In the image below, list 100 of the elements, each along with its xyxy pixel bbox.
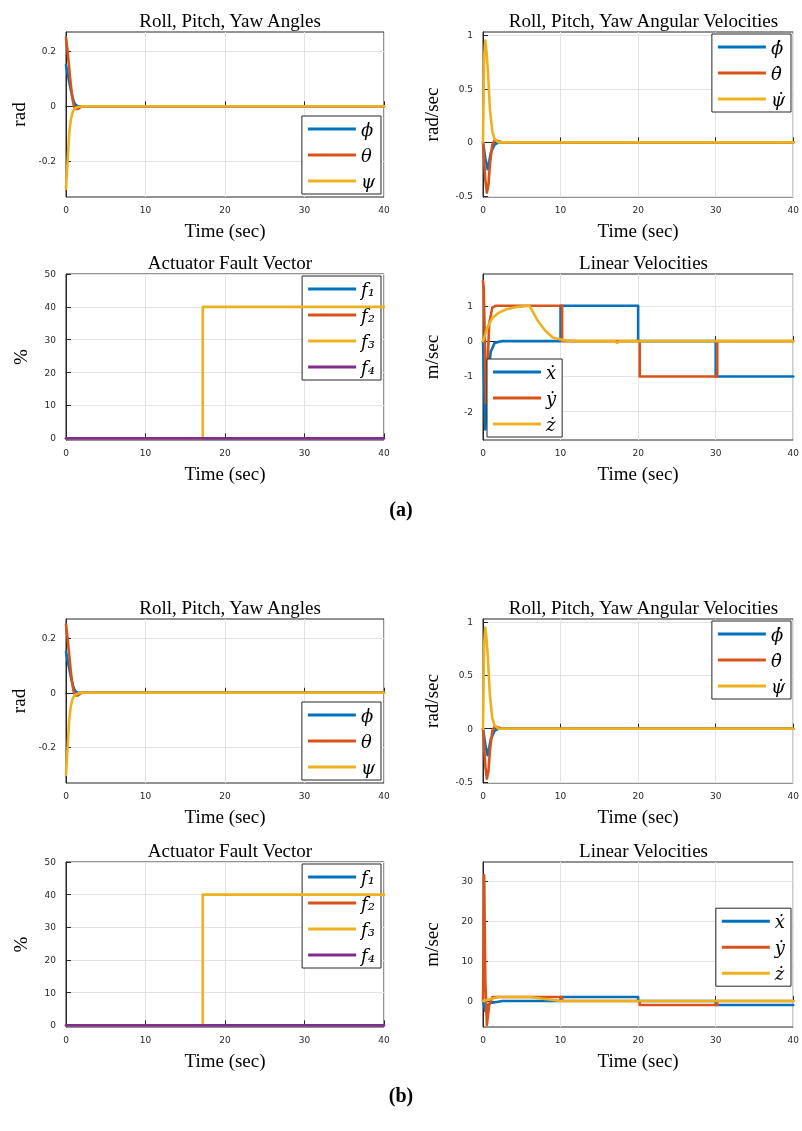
x-axis-title: Time (sec)	[184, 463, 266, 485]
x-tick-label: 30	[709, 1034, 722, 1045]
y-tick-label: -0.5	[455, 776, 473, 787]
x-tick-label: 40	[787, 790, 800, 801]
y-tick-label: 1	[467, 30, 473, 41]
legend-label: ψ̇	[770, 88, 786, 110]
y-tick-label: 50	[44, 269, 57, 279]
y-tick-label: 0	[50, 687, 57, 698]
x-tick-label: 30	[709, 790, 722, 801]
legend-label: θ̇	[770, 649, 782, 671]
y-tick-label: 0	[467, 336, 474, 347]
legend-label: f₄	[359, 944, 376, 966]
x-tick-label: 10	[139, 790, 152, 801]
x-axis-title: Time (sec)	[184, 1050, 266, 1072]
x-tick-label: 10	[554, 790, 567, 801]
y-tick-label: -0.5	[455, 190, 473, 201]
legend-label: ψ̇	[770, 675, 786, 697]
y-tick-label: 30	[44, 922, 57, 933]
legend-label: ẏ	[545, 387, 557, 409]
legend-label: f₄	[359, 356, 376, 378]
y-tick-label: 0.5	[458, 83, 473, 94]
y-axis-title: m/sec	[421, 334, 442, 380]
legend-label: ϕ̇	[770, 36, 784, 58]
x-axis-title: Time (sec)	[184, 806, 266, 828]
chart-title: Linear Velocities	[579, 252, 708, 273]
x-tick-label: 0	[480, 790, 487, 801]
y-tick-label: 20	[44, 955, 57, 966]
y-tick-label: 0	[50, 101, 57, 112]
line-series	[481, 304, 795, 345]
y-tick-label: -1	[464, 371, 473, 382]
y-axis-title: %	[10, 936, 31, 953]
y-tick-label: 0	[50, 433, 57, 444]
x-tick-label: 30	[298, 204, 311, 215]
chart-title: Linear Velocities	[579, 840, 708, 861]
legend-label: ϕ̇	[770, 623, 784, 645]
x-tick-label: 0	[63, 1034, 70, 1045]
x-tick-label: 40	[787, 1034, 800, 1045]
x-tick-label: 20	[632, 790, 645, 801]
x-axis-title: Time (sec)	[184, 220, 266, 242]
line-series	[64, 104, 386, 191]
legend-label: f₂	[359, 892, 376, 914]
x-tick-label: 0	[63, 204, 70, 215]
x-axis-title: Time (sec)	[597, 806, 679, 828]
x-tick-label: 30	[298, 447, 311, 458]
y-axis-title: rad	[7, 101, 29, 127]
y-tick-label: 0	[467, 996, 474, 1007]
x-tick-label: 10	[139, 447, 152, 458]
legend-label: θ̇	[770, 62, 782, 84]
x-tick-label: 30	[709, 447, 722, 458]
x-tick-label: 40	[378, 204, 390, 215]
y-tick-label: 0	[50, 1020, 57, 1031]
y-axis-title: rad/sec	[421, 674, 442, 728]
x-tick-label: 30	[709, 204, 722, 215]
legend-label: ϕ	[360, 704, 374, 726]
line-series	[64, 691, 386, 777]
y-axis-title: rad	[7, 688, 29, 714]
chart-title: Roll, Pitch, Yaw Angles	[139, 597, 321, 618]
y-tick-label: -0.2	[38, 156, 56, 167]
x-tick-label: 0	[480, 204, 487, 215]
text: (b)	[387, 1084, 415, 1107]
legend-label: f₂	[359, 304, 376, 326]
x-axis-title: Time (sec)	[597, 1050, 679, 1072]
y-axis-title: %	[10, 348, 31, 365]
y-tick-label: 0.2	[41, 46, 56, 57]
y-tick-label: 0	[467, 723, 474, 734]
legend-label: f₁	[359, 278, 376, 300]
y-tick-label: 10	[44, 400, 57, 411]
legend-label: θ	[360, 144, 372, 166]
legend-label: ẋ	[546, 361, 557, 383]
x-tick-label: 30	[298, 790, 311, 801]
x-tick-label: 20	[632, 1034, 645, 1045]
x-tick-label: 40	[787, 204, 800, 215]
chart-title: Roll, Pitch, Yaw Angular Velocities	[508, 597, 779, 618]
y-tick-label: 30	[44, 334, 57, 345]
x-tick-label: 40	[378, 1034, 390, 1045]
x-tick-label: 20	[219, 1034, 231, 1045]
x-tick-label: 10	[554, 447, 567, 458]
y-tick-label: 40	[44, 301, 57, 312]
y-axis-title: rad/sec	[421, 87, 442, 142]
x-tick-label: 40	[787, 447, 800, 458]
x-tick-label: 10	[139, 1034, 152, 1045]
x-tick-label: 20	[632, 204, 645, 215]
y-tick-label: 40	[44, 889, 57, 900]
chart-title: Roll, Pitch, Yaw Angles	[139, 10, 321, 31]
legend-label: ψ	[360, 756, 376, 778]
legend-label: f₃	[359, 330, 376, 352]
y-tick-label: 1	[467, 300, 473, 311]
y-tick-label: 10	[44, 987, 57, 998]
chart-title: Roll, Pitch, Yaw Angular Velocities	[508, 10, 779, 31]
y-tick-label: 0	[467, 137, 474, 148]
x-axis-title: Time (sec)	[597, 463, 679, 485]
x-tick-label: 10	[554, 204, 567, 215]
y-tick-label: 50	[44, 857, 57, 867]
x-tick-label: 20	[219, 790, 231, 801]
text: (a)	[388, 498, 414, 521]
x-tick-label: 0	[480, 1034, 487, 1045]
line-series	[481, 39, 795, 144]
y-tick-label: 0.2	[41, 633, 56, 644]
legend-label: f₁	[359, 866, 376, 888]
y-tick-label: 10	[461, 956, 474, 967]
